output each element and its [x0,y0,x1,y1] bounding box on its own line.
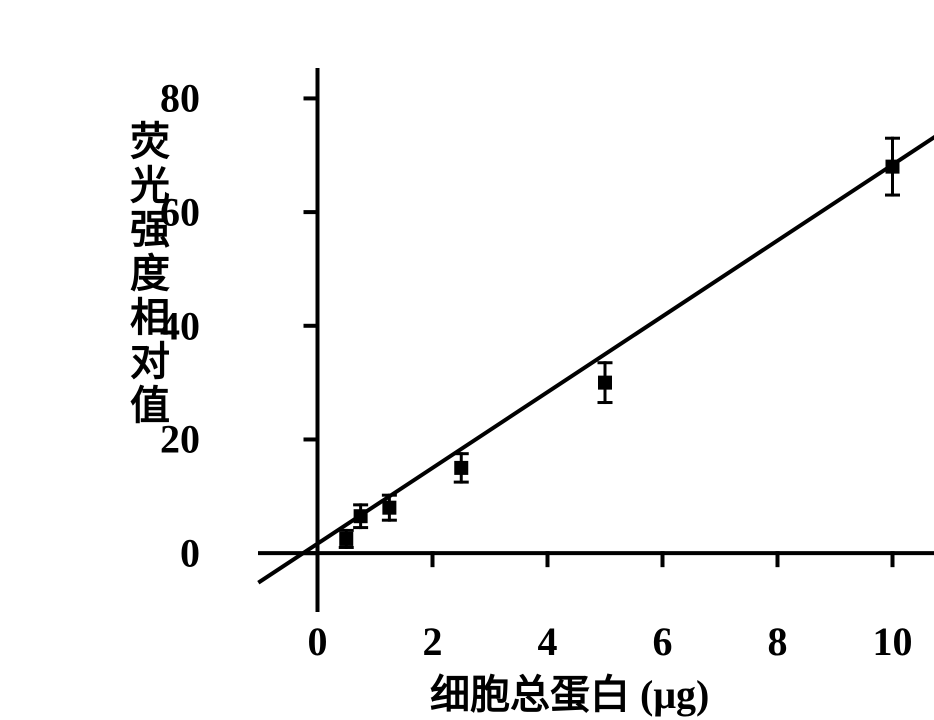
plot-area [260,70,934,610]
data-point [339,532,353,546]
x-tick-label: 0 [308,618,328,665]
y-tick-label: 0 [180,530,200,577]
y-tick-label: 80 [160,75,200,122]
y-axis-label: 荧光强度相对值 [130,120,170,428]
x-tick-label: 6 [653,618,673,665]
data-point [454,461,468,475]
x-axis-label: 细胞总蛋白 (μg) [430,662,709,720]
plot-svg [260,70,934,610]
chart-container: 荧光强度相对值 细胞总蛋白 (μg) 0246810020406080 [60,30,900,670]
x-axis-unit-close: ) [696,672,709,717]
x-axis-label-text: 细胞总蛋白 [430,672,630,717]
data-point [354,509,368,523]
x-tick-label: 2 [423,618,443,665]
y-axis-label-text: 荧光强度相对值 [130,120,170,428]
data-point [598,376,612,390]
y-tick-label: 40 [160,302,200,349]
x-tick-label: 10 [873,618,913,665]
x-axis-unit-open: ( [640,672,653,717]
x-axis-unit: μg [653,672,696,717]
y-tick-label: 60 [160,189,200,236]
data-point [382,501,396,515]
y-tick-label: 20 [160,416,200,463]
x-tick-label: 8 [768,618,788,665]
x-tick-label: 4 [538,618,558,665]
data-point [886,160,900,174]
